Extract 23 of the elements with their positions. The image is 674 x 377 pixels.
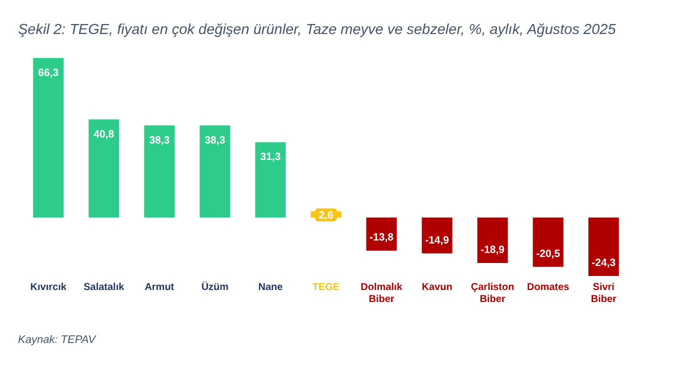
- data-label: -20,5: [536, 248, 560, 260]
- x-tick-label: Nane: [258, 282, 284, 293]
- data-label: 40,8: [94, 128, 114, 140]
- x-tick-label: Domates: [526, 282, 570, 293]
- x-tick-label: Çarliston Biber: [470, 282, 514, 305]
- data-label: -14,9: [425, 234, 450, 246]
- x-tick-label: Üzüm: [201, 281, 229, 293]
- data-label: 66,3: [38, 67, 59, 79]
- text: Kaynak: TEPAV: [18, 334, 98, 346]
- x-tick-label: Armut: [144, 282, 175, 293]
- x-tick-label: TEGE: [312, 282, 340, 293]
- x-tick-label: Kıvırcık: [30, 282, 67, 293]
- data-label: -18,9: [480, 244, 505, 256]
- data-label: -24,3: [592, 257, 616, 269]
- x-tick-label: Sivri Biber: [590, 282, 617, 305]
- data-label: 38,3: [204, 134, 226, 146]
- x-tick-label: Kavun: [422, 282, 452, 293]
- x-tick-label: Dolmalık Biber: [360, 282, 403, 305]
- data-label: 31,3: [260, 151, 281, 164]
- chart-title: Şekil 2: TEGE, fiyatı en çok değişen ürünler, Taze meyve ve sebzeler, %, aylık, Ağustos 2025: [18, 22, 617, 38]
- x-tick-label: Salatalık: [84, 282, 125, 293]
- data-label: 38,3: [149, 134, 170, 146]
- data-label: -13,8: [370, 232, 394, 244]
